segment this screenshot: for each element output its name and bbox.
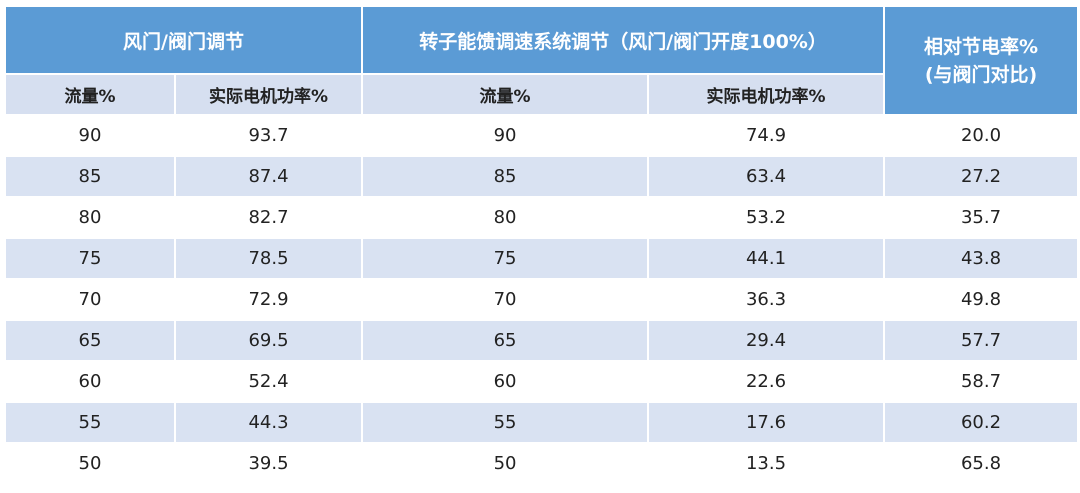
table-cell: 35.7 (883, 196, 1080, 239)
table-cell: 75 (4, 237, 176, 280)
table-cell: 27.2 (883, 155, 1080, 198)
table-cell: 58.7 (883, 360, 1080, 403)
table-cell: 85 (4, 155, 176, 198)
table-cell: 44.1 (647, 237, 886, 280)
table-cell: 93.7 (173, 114, 364, 157)
table-cell: 53.2 (647, 196, 886, 239)
table-row: 75 78.5 75 44.1 43.8 (4, 237, 1080, 280)
table-cell: 57.7 (883, 319, 1080, 362)
table-cell: 75 (361, 237, 650, 280)
table-cell: 50 (4, 442, 176, 485)
table-cell: 72.9 (173, 278, 364, 321)
table-cell: 82.7 (173, 196, 364, 239)
subheader-row: 流量% 实际电机功率% 流量% 实际电机功率% (4, 73, 1078, 116)
subheader: 实际电机功率% (647, 73, 886, 116)
table-cell: 70 (4, 278, 176, 321)
saving-header: 相对节电率% (与阀门对比) (883, 5, 1080, 116)
table: 风门/阀门调节 转子能馈调速系统调节（风门/阀门开度100%） 相对节电率% (… (3, 5, 1080, 485)
table-cell: 78.5 (173, 237, 364, 280)
saving-header-line: 相对节电率% (924, 35, 1039, 58)
table-header: 风门/阀门调节 转子能馈调速系统调节（风门/阀门开度100%） 相对节电率% (… (3, 5, 1080, 116)
table-cell: 50 (361, 442, 650, 485)
table-cell: 80 (4, 196, 176, 239)
table-cell: 74.9 (647, 114, 886, 157)
table-cell: 49.8 (883, 278, 1080, 321)
table-cell: 29.4 (647, 319, 886, 362)
table-cell: 80 (361, 196, 650, 239)
table-row: 70 72.9 70 36.3 49.8 (4, 278, 1080, 321)
table-row: 85 87.4 85 63.4 27.2 (4, 155, 1080, 198)
table-cell: 60 (4, 360, 176, 403)
table-cell: 65 (4, 319, 176, 362)
subheader: 流量% (361, 73, 650, 116)
table-cell: 43.8 (883, 237, 1080, 280)
table-cell: 60 (361, 360, 650, 403)
table-row: 55 44.3 55 17.6 60.2 (4, 401, 1080, 444)
table-row: 90 93.7 90 74.9 20.0 (4, 114, 1080, 157)
table-cell: 60.2 (883, 401, 1080, 444)
table-cell: 87.4 (173, 155, 364, 198)
table-cell: 22.6 (647, 360, 886, 403)
table-cell: 65.8 (883, 442, 1080, 485)
subheader: 流量% (4, 73, 176, 116)
table-row: 65 69.5 65 29.4 57.7 (4, 319, 1080, 362)
table-cell: 70 (361, 278, 650, 321)
table-cell: 20.0 (883, 114, 1080, 157)
table-row: 60 52.4 60 22.6 58.7 (4, 360, 1080, 403)
table-cell: 90 (361, 114, 650, 157)
table-cell: 65 (361, 319, 650, 362)
table-cell: 13.5 (647, 442, 886, 485)
table-cell: 39.5 (173, 442, 364, 485)
header-row: 风门/阀门调节 转子能馈调速系统调节（风门/阀门开度100%） 相对节电率% (… (3, 5, 1080, 116)
table-cell: 36.3 (647, 278, 886, 321)
table-cell: 55 (4, 401, 176, 444)
table-cell: 17.6 (647, 401, 886, 444)
table-body: 90 93.7 90 74.9 20.0 85 87.4 85 63.4 27.2 80 82.7 80… (4, 114, 1080, 485)
table-cell: 63.4 (647, 155, 886, 198)
table-row: 50 39.5 50 13.5 65.8 (4, 442, 1080, 485)
table-cell: 85 (361, 155, 650, 198)
saving-header-line: (与阀门对比) (924, 63, 1038, 86)
table-cell: 55 (361, 401, 650, 444)
group-header: 转子能馈调速系统调节（风门/阀门开度100%） (361, 5, 886, 75)
table-cell: 52.4 (173, 360, 364, 403)
subheader: 实际电机功率% (173, 73, 364, 116)
table-cell: 69.5 (173, 319, 364, 362)
group-header: 风门/阀门调节 (3, 5, 364, 75)
table-row: 80 82.7 80 53.2 35.7 (4, 196, 1080, 239)
table-cell: 44.3 (173, 401, 364, 444)
table-cell: 90 (4, 114, 176, 157)
